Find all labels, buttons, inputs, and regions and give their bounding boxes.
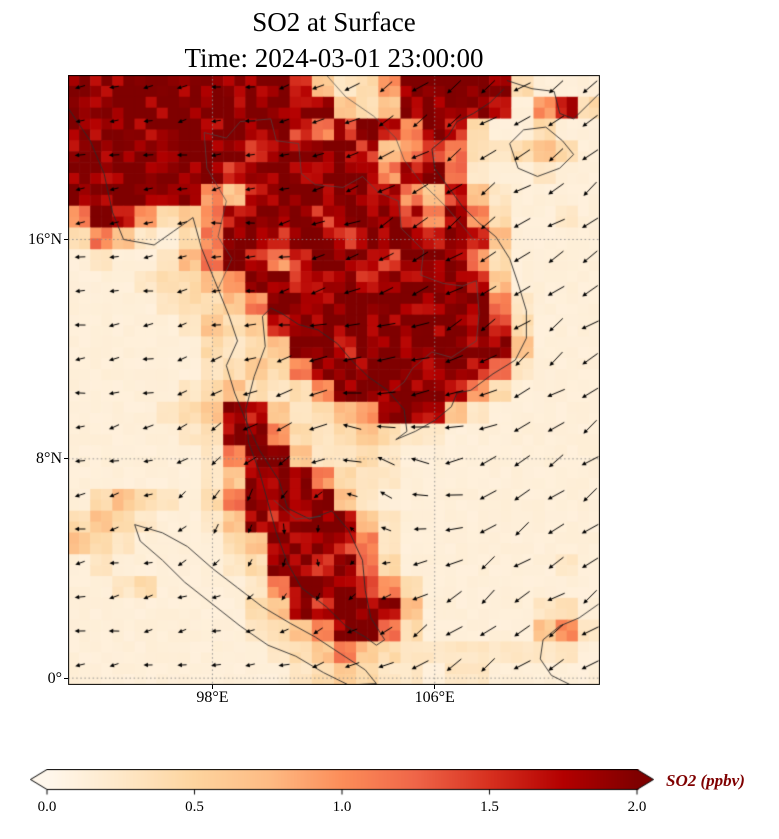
x-tick-label: 106°E	[414, 689, 455, 706]
map-plot-area	[68, 75, 600, 685]
colorbar-tick-label: 1.0	[332, 799, 352, 815]
y-tick-label: 0°	[47, 669, 62, 687]
colorbar-tick-label: 1.5	[480, 799, 499, 815]
y-tick-mark	[64, 458, 68, 460]
y-tick-label: 8°N	[36, 450, 62, 468]
so2-map-canvas	[68, 75, 600, 685]
x-tick-label: 98°E	[196, 689, 229, 706]
colorbar-label: SO2 (ppbv)	[666, 771, 745, 790]
colorbar-tick-label: 0.0	[37, 799, 57, 815]
y-tick-mark	[64, 238, 68, 240]
x-tick-mark	[211, 685, 213, 689]
colorbar-tick-label: 0.5	[185, 799, 204, 815]
y-tick-mark	[64, 677, 68, 679]
y-tick-label: 16°N	[28, 230, 62, 248]
plot-subtitle: Time: 2024-03-01 23:00:00	[184, 43, 484, 73]
plot-title: SO2 at Surface	[252, 7, 416, 37]
colorbar-tick-label: 2.0	[627, 799, 647, 815]
colorbar-canvas	[30, 769, 654, 799]
x-tick-mark	[434, 685, 436, 689]
figure-title-block: SO2 at Surface Time: 2024-03-01 23:00:00	[68, 4, 600, 76]
